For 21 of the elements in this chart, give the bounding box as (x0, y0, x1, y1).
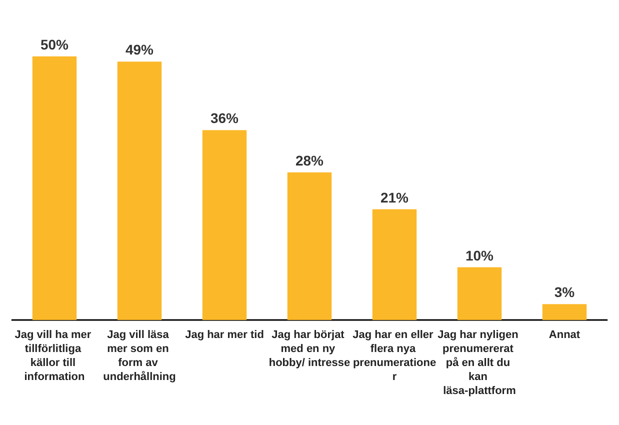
data-label: 10% (465, 247, 494, 264)
x-tick-label: Jag har mer tid (185, 329, 264, 341)
x-tick-label: Annat (548, 329, 580, 341)
bar (542, 304, 587, 320)
data-label: 50% (40, 36, 70, 52)
bar (457, 267, 502, 320)
x-tick-label: Jag vill ha mer tillförlitliga källor till information (14, 329, 94, 383)
data-label: 49% (125, 42, 154, 58)
x-tick-label: Jag har nyligen prenumererat på en allt du kan läsa-plattform (438, 329, 522, 397)
bar (202, 130, 247, 320)
data-label: 21% (380, 189, 410, 206)
bar (117, 62, 162, 320)
x-tick-label: Jag har börjat med en ny hobby/ intresse (268, 329, 350, 369)
data-label: 36% (210, 110, 240, 126)
bar (32, 56, 77, 320)
bar (287, 172, 332, 320)
bar (372, 209, 417, 320)
x-tick-label: Jag har en eller flera nya prenumerationer (352, 329, 436, 383)
data-label: 3% (554, 284, 576, 300)
x-tick-label: Jag vill läsa mer som en form av underhållning (103, 329, 176, 383)
data-label: 28% (295, 152, 324, 168)
